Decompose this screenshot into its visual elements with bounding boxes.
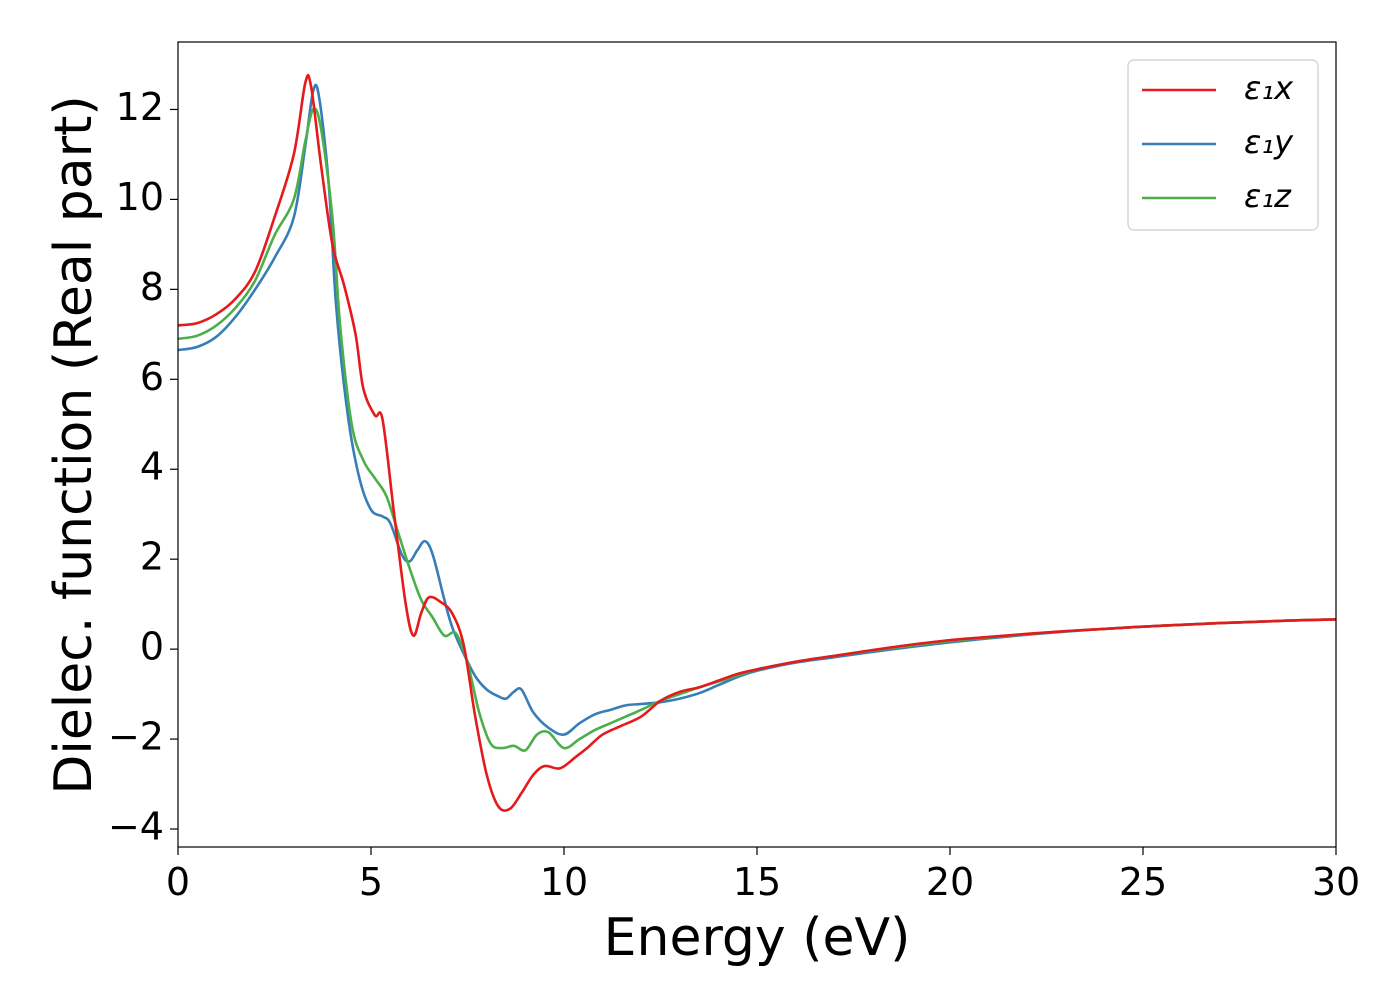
y-tick-label: 4: [140, 445, 164, 489]
legend-label: ε₁z: [1244, 177, 1292, 215]
x-tick-label: 10: [540, 860, 588, 904]
x-tick-label: 5: [359, 860, 383, 904]
y-tick-label: 8: [140, 265, 164, 309]
x-tick-label: 20: [926, 860, 974, 904]
legend-label: ε₁x: [1244, 69, 1294, 107]
y-tick-label: −4: [108, 805, 164, 849]
legend-box: [1127, 59, 1319, 231]
y-tick-label: 10: [116, 175, 164, 219]
x-axis: 0 5 10 15 20 25 30: [166, 847, 1360, 904]
x-tick-label: 25: [1119, 860, 1167, 904]
y-tick-label: −2: [108, 715, 164, 759]
legend: ε₁x ε₁y ε₁z: [1127, 59, 1319, 231]
x-tick-label: 0: [166, 860, 190, 904]
x-tick-label: 15: [733, 860, 781, 904]
y-tick-label: 12: [116, 85, 164, 129]
x-axis-title: Energy (eV): [604, 908, 911, 968]
legend-label: ε₁y: [1244, 123, 1294, 161]
series-line-0: [177, 74, 1337, 812]
y-axis: −4 −2 0 2 4 6 8 10 12: [108, 85, 178, 849]
y-tick-label: 6: [140, 355, 164, 399]
y-tick-label: 2: [140, 535, 164, 579]
series-layer: [177, 74, 1337, 812]
x-tick-label: 30: [1312, 860, 1360, 904]
y-axis-title: Dielec. function (Real part): [44, 95, 104, 794]
y-tick-label: 0: [140, 625, 164, 669]
